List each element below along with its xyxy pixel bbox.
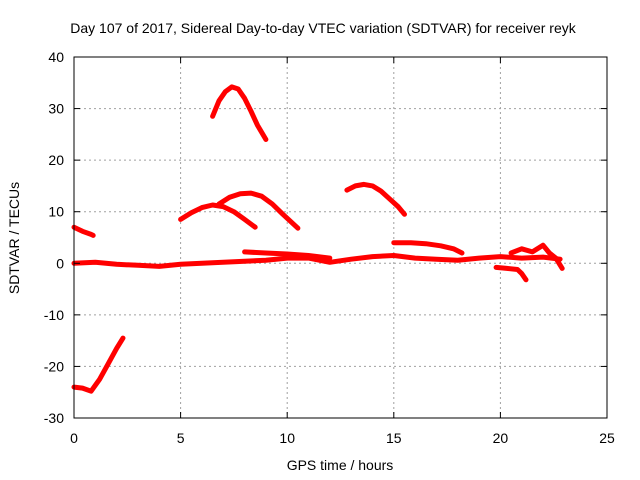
x-tick-label: 10 [279,430,295,446]
data-series [71,84,565,394]
x-tick-label: 25 [599,430,615,446]
series-noise-b [508,242,565,271]
y-tick-label: -30 [44,410,64,426]
series-arc-4 [344,181,407,217]
x-tick-label: 20 [493,430,509,446]
chart-title: Day 107 of 2017, Sidereal Day-to-day VTE… [70,20,576,36]
axis-ticks: 0 5 10 15 20 25 -30 -20 -10 0 10 20 30 40 [44,49,615,446]
series-arc-1 [210,84,269,142]
grid-lines [74,57,607,418]
y-tick-label: -10 [44,307,64,323]
series-arc-2 [178,202,258,230]
series-baseline [71,253,563,269]
y-tick-label: 0 [56,255,64,271]
x-tick-label: 15 [386,430,402,446]
x-axis-label: GPS time / hours [287,457,394,473]
x-tick-label: 0 [70,430,78,446]
series-arc-5 [391,240,465,256]
y-tick-label: -20 [44,358,64,374]
y-tick-label: 30 [48,101,64,117]
series-arc-3 [216,190,301,231]
y-tick-label: 20 [48,152,64,168]
series-arc-6 [242,249,333,261]
y-tick-label: 10 [48,204,64,220]
plot-frame [73,56,608,419]
series-noise-a [493,264,529,283]
x-tick-label: 5 [177,430,185,446]
y-tick-label: 40 [48,49,64,65]
series-arc-7 [71,224,96,238]
y-axis-label: SDTVAR / TECUs [6,182,22,294]
series-arc-8 [71,335,126,394]
